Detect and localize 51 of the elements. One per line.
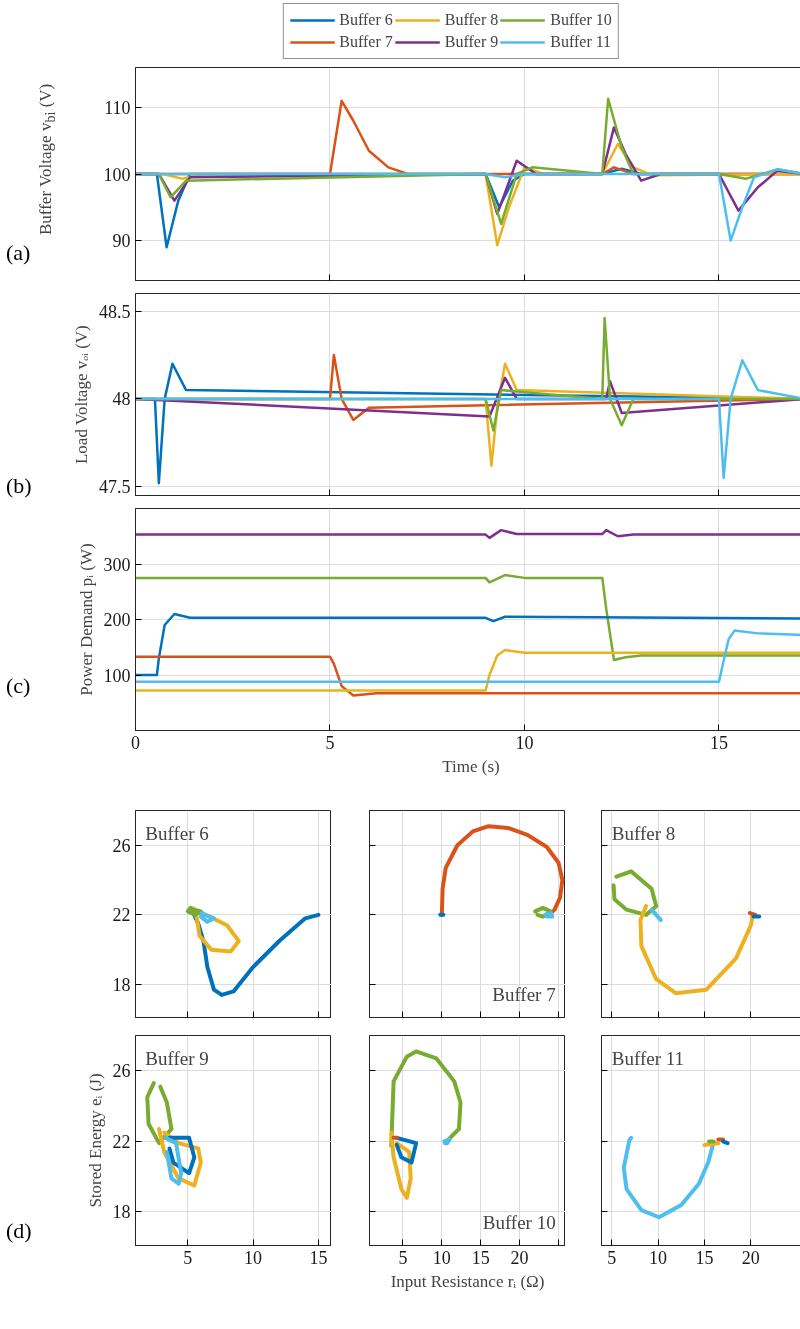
y-tick-label: 300 (103, 554, 131, 575)
x-tick-label: 10 (515, 732, 534, 753)
x-tick-label: 10 (432, 1247, 451, 1268)
text: Buffer 7 (492, 984, 556, 1006)
legend-label: Buffer 11 (550, 33, 612, 51)
x-tick-label: 10 (244, 1247, 263, 1268)
legend-label: Buffer 9 (444, 33, 499, 51)
text: (d) (6, 1217, 32, 1245)
legend-label: Buffer 10 (550, 11, 612, 29)
x-tick-label: 15 (309, 1247, 328, 1268)
text: Buffer 11 (611, 1048, 685, 1070)
y-tick-label: 110 (104, 97, 131, 118)
text: Buffer 6 (145, 822, 209, 844)
y-tick-label: 22 (112, 1131, 131, 1152)
legend-label: Buffer 7 (339, 33, 393, 51)
y-tick-label: 100 (103, 665, 131, 686)
text: (c) (6, 672, 31, 700)
text: Buffer 9 (145, 1048, 209, 1070)
x-tick-label: 15 (695, 1247, 714, 1268)
x-tick-label: 5 (398, 1247, 408, 1268)
legend-label: Buffer 6 (339, 11, 393, 29)
y-tick-label: 26 (112, 835, 131, 856)
legend-label: Buffer 8 (444, 11, 499, 29)
x-tick-label: 15 (471, 1247, 490, 1268)
y-axis-title: Load Voltage vₒᵢ (V) (72, 325, 91, 465)
y-tick-label: 22 (112, 905, 131, 926)
x-axis-title: Input Resistance rᵢ (Ω) (390, 1271, 545, 1291)
x-tick-label: 0 (131, 732, 140, 753)
text: Buffer 8 (611, 822, 676, 844)
x-tick-label: 5 (183, 1247, 193, 1268)
x-tick-label: 10 (649, 1247, 668, 1268)
x-axis-title: Time (s) (442, 756, 500, 776)
x-tick-label: 5 (325, 732, 335, 753)
text: (b) (6, 472, 32, 500)
text: (a) (6, 239, 31, 267)
x-tick-label: 5 (607, 1247, 617, 1268)
y-tick-label: 100 (103, 164, 131, 185)
y-axis-title: Power Demand pᵢ (W) (76, 543, 96, 696)
y-tick-label: 18 (112, 974, 131, 995)
y-tick-label: 26 (112, 1061, 131, 1082)
y-tick-label: 200 (103, 610, 131, 630)
y-tick-label: 18 (112, 1202, 131, 1223)
y-tick-label: 48 (112, 389, 131, 410)
x-tick-label: 20 (741, 1247, 760, 1268)
y-axis-title: Stored Energy eᵢ (J) (85, 1073, 105, 1208)
y-tick-label: 47.5 (99, 477, 131, 498)
x-tick-label: 15 (709, 732, 728, 753)
y-tick-label: 90 (112, 231, 131, 252)
x-tick-label: 20 (510, 1247, 529, 1268)
text: Buffer 10 (482, 1211, 556, 1233)
y-tick-label: 48.5 (99, 301, 131, 322)
